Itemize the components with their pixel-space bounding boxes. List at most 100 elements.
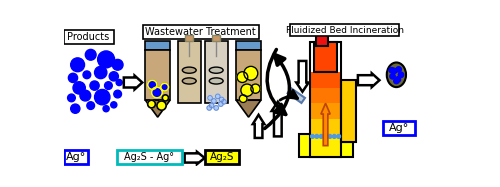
Bar (310, 73, 341, 88)
Polygon shape (236, 100, 261, 117)
FancyArrowPatch shape (280, 90, 297, 100)
Circle shape (390, 74, 395, 79)
Circle shape (207, 106, 212, 110)
Circle shape (392, 68, 397, 74)
Bar (314, 42, 337, 73)
Bar (310, 134, 341, 157)
Circle shape (320, 134, 323, 138)
Circle shape (83, 71, 90, 79)
Circle shape (87, 102, 94, 109)
Polygon shape (288, 88, 305, 103)
Circle shape (80, 90, 90, 101)
Circle shape (332, 134, 336, 138)
Text: Wastewater Treatment: Wastewater Treatment (146, 27, 256, 37)
Circle shape (241, 84, 253, 96)
Circle shape (98, 51, 114, 68)
Text: Ag°: Ag° (388, 123, 409, 133)
FancyBboxPatch shape (290, 24, 400, 36)
Circle shape (222, 99, 226, 104)
Circle shape (328, 134, 332, 138)
Ellipse shape (182, 78, 196, 84)
Circle shape (90, 81, 99, 90)
Ellipse shape (387, 62, 406, 87)
FancyArrow shape (272, 102, 284, 136)
Circle shape (109, 72, 118, 81)
Bar (298, 134, 352, 157)
Circle shape (114, 90, 122, 98)
Text: Fluidized Bed Incineration: Fluidized Bed Incineration (286, 26, 404, 35)
Circle shape (208, 96, 212, 100)
Circle shape (73, 82, 86, 94)
Circle shape (216, 94, 220, 99)
Text: Ag°: Ag° (66, 152, 86, 162)
FancyArrow shape (253, 115, 264, 138)
Polygon shape (146, 100, 170, 117)
Circle shape (240, 95, 247, 102)
FancyArrow shape (124, 76, 142, 89)
Circle shape (110, 102, 117, 108)
Circle shape (112, 59, 123, 70)
Circle shape (244, 66, 258, 80)
Circle shape (161, 83, 168, 91)
Circle shape (103, 106, 109, 112)
Ellipse shape (210, 78, 223, 84)
Circle shape (251, 84, 260, 93)
Circle shape (214, 106, 218, 110)
Circle shape (220, 97, 224, 102)
FancyBboxPatch shape (117, 150, 182, 164)
Bar (341, 134, 352, 142)
Circle shape (237, 72, 248, 82)
Circle shape (148, 80, 157, 89)
Bar (212, 35, 220, 41)
Text: Ag₂S - Ag°: Ag₂S - Ag° (124, 152, 174, 162)
FancyBboxPatch shape (143, 25, 258, 39)
Circle shape (68, 94, 76, 102)
FancyBboxPatch shape (64, 150, 88, 164)
Circle shape (94, 89, 110, 105)
Bar (186, 35, 193, 41)
Circle shape (336, 134, 340, 138)
Circle shape (394, 78, 399, 84)
Circle shape (315, 134, 318, 138)
Circle shape (70, 104, 80, 113)
Circle shape (310, 134, 314, 138)
Bar (310, 42, 341, 157)
Circle shape (218, 102, 223, 106)
Text: Products: Products (68, 32, 110, 42)
Circle shape (157, 101, 166, 110)
Circle shape (152, 87, 162, 98)
Circle shape (148, 100, 156, 108)
Bar (310, 119, 341, 134)
Bar (236, 50, 261, 100)
FancyBboxPatch shape (64, 30, 114, 44)
Circle shape (396, 67, 402, 72)
Circle shape (162, 95, 168, 101)
Circle shape (398, 72, 404, 77)
FancyArrow shape (184, 152, 204, 164)
Ellipse shape (182, 67, 196, 73)
Circle shape (94, 66, 107, 79)
Circle shape (395, 77, 400, 82)
Bar (178, 41, 201, 102)
Circle shape (68, 73, 78, 82)
Bar (316, 29, 328, 46)
FancyArrow shape (321, 103, 330, 146)
Ellipse shape (210, 67, 223, 73)
Bar (204, 41, 228, 102)
Bar (310, 88, 341, 103)
Bar (146, 41, 170, 50)
Circle shape (104, 82, 112, 89)
Circle shape (116, 79, 122, 86)
Circle shape (210, 103, 214, 108)
Polygon shape (341, 80, 356, 142)
Circle shape (324, 134, 328, 138)
Bar (310, 103, 341, 119)
Circle shape (212, 99, 216, 103)
FancyBboxPatch shape (206, 150, 240, 164)
Text: Ag₂S: Ag₂S (210, 152, 234, 162)
FancyBboxPatch shape (382, 121, 415, 135)
Bar (236, 41, 261, 50)
FancyArrow shape (296, 61, 308, 92)
Bar (146, 50, 170, 100)
FancyArrow shape (358, 73, 380, 87)
